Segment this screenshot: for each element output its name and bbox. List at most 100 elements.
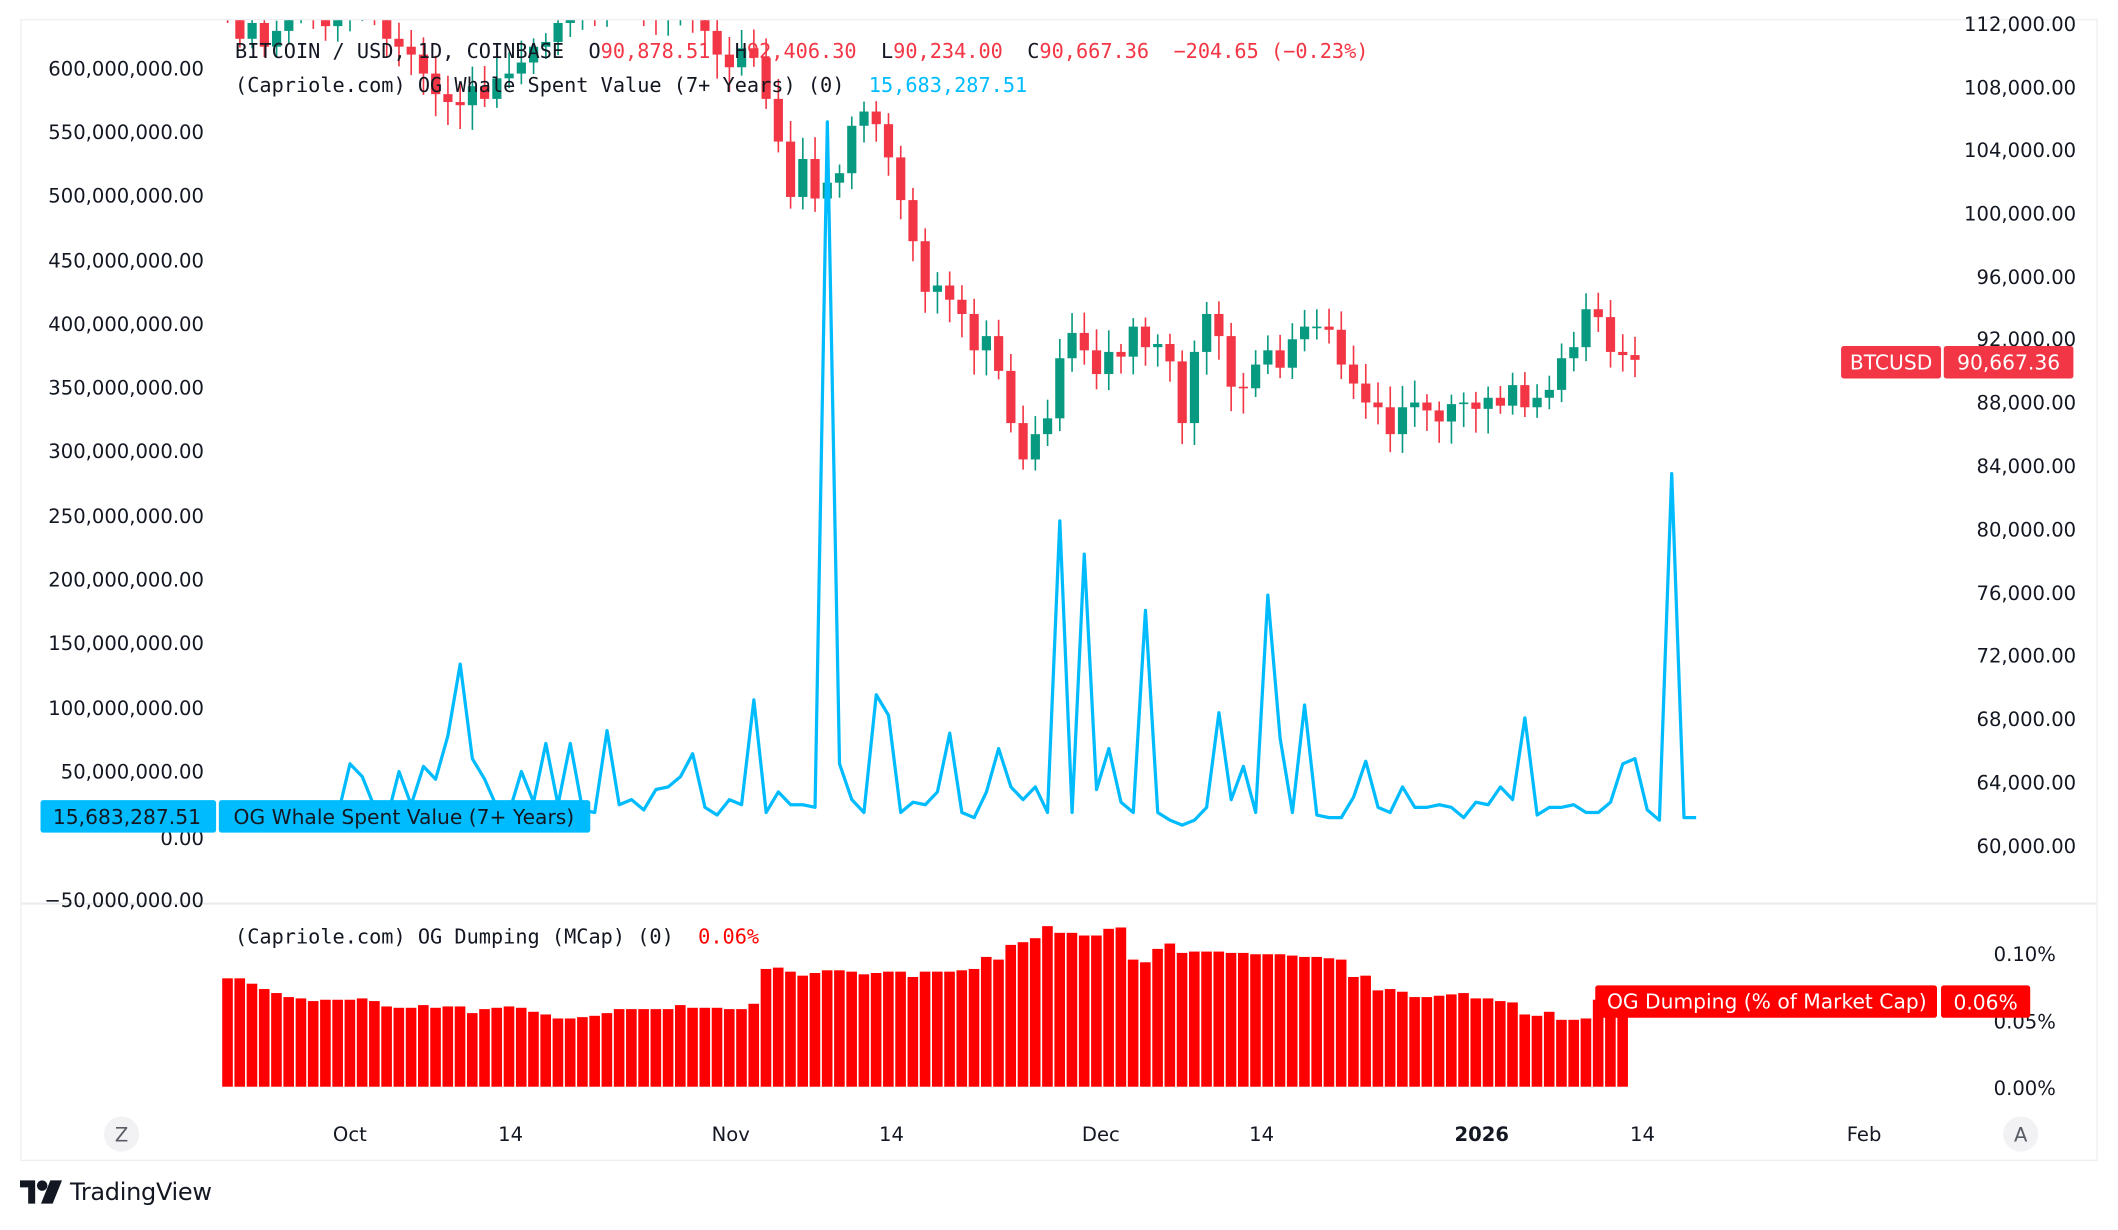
zoom-button[interactable]: Z bbox=[104, 1116, 140, 1152]
candle bbox=[1605, 300, 1616, 368]
candle bbox=[1177, 350, 1187, 445]
candle bbox=[480, 66, 490, 107]
candle bbox=[1495, 385, 1505, 414]
dumping-bar bbox=[393, 1007, 405, 1087]
dumping-bar bbox=[405, 1007, 417, 1087]
dumping-value-tag-text: 0.06% bbox=[1953, 991, 2017, 1015]
dumping-bar bbox=[320, 999, 331, 1087]
right-price-axis[interactable]: 112,000.00 108,000.00 104,000.00 100,000.00… bbox=[1964, 13, 2076, 1100]
dumping-bar bbox=[1360, 975, 1371, 1087]
zoom-button-label[interactable]: Z bbox=[115, 1123, 128, 1146]
candle bbox=[320, 20, 331, 41]
dumping-bar bbox=[1164, 943, 1176, 1087]
dumping-bar bbox=[1054, 932, 1065, 1087]
whale-name-tag-text: OG Whale Spent Value (7+ Years) bbox=[234, 805, 575, 829]
auto-scale-button[interactable]: A bbox=[2003, 1116, 2039, 1152]
dumping-bar bbox=[1127, 959, 1139, 1087]
candle bbox=[1226, 322, 1236, 412]
time-axis-label: 14 bbox=[1249, 1123, 1274, 1146]
dumping-bar bbox=[1176, 952, 1188, 1087]
candle bbox=[871, 101, 881, 142]
candle bbox=[1434, 401, 1444, 443]
dumping-bar bbox=[552, 1018, 564, 1087]
candle bbox=[667, 20, 670, 36]
candle bbox=[1116, 343, 1126, 374]
dumping-bar bbox=[748, 1003, 760, 1087]
tradingview-brand[interactable]: TradingView bbox=[20, 1178, 212, 1206]
dumping-bar bbox=[1140, 962, 1151, 1087]
candle bbox=[749, 29, 759, 67]
candle bbox=[994, 319, 1004, 380]
candle bbox=[1581, 293, 1591, 362]
legend-close-value: 90,667.36 bbox=[1039, 39, 1149, 63]
candle bbox=[516, 40, 526, 85]
candle bbox=[1165, 333, 1175, 382]
whale-indicator-title[interactable]: (Capriole.com) OG Whale Spent Value (7+ … bbox=[235, 73, 844, 97]
dumping-bar bbox=[1592, 999, 1604, 1087]
sub-legend: (Capriole.com) OG Dumping (MCap) (0) 0.0… bbox=[235, 924, 759, 948]
price-pane[interactable] bbox=[223, 0, 1697, 827]
candle bbox=[455, 83, 465, 130]
candle bbox=[272, 20, 282, 58]
time-axis-label: 14 bbox=[1630, 1123, 1655, 1146]
symbol-tag-bg bbox=[1841, 346, 1942, 379]
legend-open-value: 90,878.51 bbox=[601, 39, 711, 63]
right-axis-label: 68,000.00 bbox=[1977, 708, 2077, 731]
candle bbox=[834, 164, 845, 198]
og-dumping-pane[interactable] bbox=[222, 926, 1628, 1087]
candle bbox=[1238, 372, 1248, 414]
dumping-bar bbox=[1262, 954, 1274, 1087]
left-axis-label: 100,000,000.00 bbox=[48, 697, 204, 720]
candle bbox=[504, 52, 514, 89]
right-axis-label: 72,000.00 bbox=[1977, 644, 2077, 667]
time-axis-label: 14 bbox=[498, 1123, 523, 1146]
candle bbox=[1361, 363, 1371, 419]
auto-button-bg[interactable] bbox=[2003, 1116, 2039, 1152]
dumping-bar bbox=[944, 971, 955, 1087]
candle bbox=[382, 20, 392, 58]
price-tag-bg bbox=[1943, 346, 2074, 379]
dumping-bar bbox=[1115, 927, 1127, 1087]
dumping-bar bbox=[1237, 952, 1249, 1087]
candle bbox=[1299, 309, 1310, 352]
dumping-bar bbox=[932, 971, 943, 1087]
candle bbox=[798, 137, 808, 210]
dumping-bar bbox=[564, 1018, 576, 1087]
dumping-bar bbox=[1201, 951, 1212, 1087]
right-axis-label: 100,000.00 bbox=[1964, 202, 2076, 225]
legend-close-label: C bbox=[1027, 39, 1039, 63]
candle bbox=[333, 20, 343, 42]
zoom-button-bg[interactable] bbox=[104, 1116, 140, 1152]
left-price-axis[interactable]: 600,000,000.00 550,000,000.00 500,000,000.… bbox=[44, 58, 204, 912]
dumping-bar bbox=[1299, 956, 1310, 1087]
dumping-bar bbox=[1250, 954, 1261, 1087]
dumping-bar bbox=[1605, 998, 1616, 1087]
dumping-bar bbox=[234, 978, 246, 1087]
dumping-indicator-title[interactable]: (Capriole.com) OG Dumping (MCap) (0) bbox=[235, 924, 674, 948]
left-axis-label: 150,000,000.00 bbox=[48, 632, 204, 655]
whale-indicator-value: 15,683,287.51 bbox=[869, 73, 1027, 97]
candle bbox=[1079, 312, 1089, 365]
dumping-bar bbox=[1213, 951, 1225, 1087]
candle bbox=[1544, 375, 1554, 410]
time-axis[interactable]: Oct 14 Nov 14 Dec 14 2026 14 Feb bbox=[333, 1123, 1881, 1146]
candle bbox=[1324, 308, 1334, 344]
candle bbox=[1373, 382, 1383, 425]
dumping-bar bbox=[662, 1009, 674, 1087]
right-axis-label: 64,000.00 bbox=[1977, 771, 2077, 794]
dumping-bar bbox=[356, 998, 368, 1087]
whale-spent-line bbox=[226, 120, 1697, 827]
candle bbox=[1312, 309, 1322, 340]
left-axis-label: 200,000,000.00 bbox=[48, 569, 204, 592]
candle bbox=[1508, 372, 1518, 415]
candle bbox=[712, 20, 722, 79]
auto-button-label[interactable]: A bbox=[2014, 1123, 2028, 1146]
dumping-bar bbox=[699, 1007, 711, 1087]
dumping-bar bbox=[1348, 976, 1359, 1087]
dumping-bar bbox=[1017, 942, 1029, 1087]
whale-value-tag-text: 15,683,287.51 bbox=[53, 805, 201, 829]
candle bbox=[655, 20, 657, 35]
dumping-bar bbox=[1556, 1019, 1567, 1087]
candle bbox=[773, 78, 783, 153]
